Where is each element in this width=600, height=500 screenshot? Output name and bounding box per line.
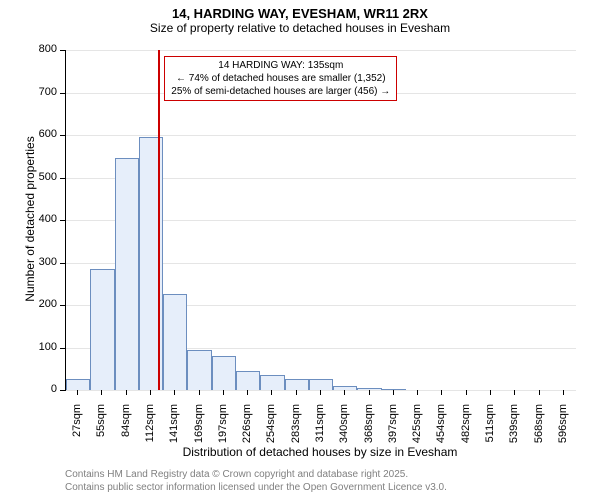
x-tick [441,390,442,395]
x-tick [77,390,78,395]
x-tick-label: 254sqm [265,404,277,454]
x-tick-label: 454sqm [435,404,447,454]
x-tick [199,390,200,395]
grid-line [66,135,576,136]
annotation-line: 25% of semi-detached houses are larger (… [171,85,390,98]
annotation-line: ← 74% of detached houses are smaller (1,… [171,72,390,85]
x-tick [466,390,467,395]
histogram-bar [187,350,211,390]
histogram-bar [333,386,357,390]
x-tick-label: 283sqm [290,404,302,454]
histogram-bar [357,388,381,390]
x-tick [417,390,418,395]
x-tick [490,390,491,395]
x-tick [150,390,151,395]
histogram-bar [309,379,333,390]
x-tick [174,390,175,395]
histogram-bar [212,356,236,390]
x-tick-label: 197sqm [217,404,229,454]
annotation-line: 14 HARDING WAY: 135sqm [171,59,390,72]
y-tick-label: 600 [25,128,57,140]
x-tick [101,390,102,395]
histogram-bar [260,375,284,390]
x-tick-label: 539sqm [508,404,520,454]
x-tick-label: 596sqm [557,404,569,454]
chart-subtitle: Size of property relative to detached ho… [0,21,600,35]
footer-line2: Contains public sector information licen… [65,481,447,494]
chart-title: 14, HARDING WAY, EVESHAM, WR11 2RX [0,0,600,21]
grid-line [66,50,576,51]
y-tick-label: 0 [25,383,57,395]
chart-container: 14, HARDING WAY, EVESHAM, WR11 2RX Size … [0,0,600,500]
y-tick-label: 700 [25,86,57,98]
reference-line [158,50,160,390]
plot-area: 14 HARDING WAY: 135sqm← 74% of detached … [65,50,576,391]
x-tick [514,390,515,395]
x-tick [223,390,224,395]
y-tick-label: 400 [25,213,57,225]
histogram-bar [115,158,139,390]
x-tick-label: 226sqm [241,404,253,454]
histogram-bar [285,379,309,390]
x-tick [271,390,272,395]
x-tick-label: 368sqm [363,404,375,454]
histogram-bar [163,294,187,390]
x-tick-label: 397sqm [387,404,399,454]
x-tick [320,390,321,395]
y-tick [60,263,65,264]
y-tick [60,390,65,391]
y-tick [60,50,65,51]
x-tick [296,390,297,395]
x-tick-label: 84sqm [120,404,132,454]
y-tick [60,220,65,221]
x-tick-label: 55sqm [95,404,107,454]
grid-line [66,390,576,391]
annotation-box: 14 HARDING WAY: 135sqm← 74% of detached … [164,56,397,101]
x-tick [344,390,345,395]
histogram-bar [382,389,406,390]
x-tick-label: 141sqm [168,404,180,454]
x-tick-label: 112sqm [144,404,156,454]
x-tick [393,390,394,395]
y-tick [60,305,65,306]
x-tick-label: 340sqm [338,404,350,454]
y-tick [60,178,65,179]
x-tick [563,390,564,395]
x-tick-label: 568sqm [533,404,545,454]
y-tick [60,135,65,136]
x-tick [247,390,248,395]
histogram-bar [66,379,90,390]
x-tick [369,390,370,395]
x-tick-label: 511sqm [484,404,496,454]
y-tick-label: 800 [25,43,57,55]
x-tick-label: 169sqm [193,404,205,454]
y-tick-label: 200 [25,298,57,310]
x-tick-label: 482sqm [460,404,472,454]
histogram-bar [90,269,114,390]
x-tick-label: 311sqm [314,404,326,454]
y-tick-label: 500 [25,171,57,183]
y-tick-label: 300 [25,256,57,268]
y-tick [60,348,65,349]
y-tick [60,93,65,94]
histogram-bar [236,371,260,390]
y-tick-label: 100 [25,341,57,353]
x-tick-label: 27sqm [71,404,83,454]
footer-text: Contains HM Land Registry data © Crown c… [65,468,447,494]
x-tick [126,390,127,395]
x-tick [539,390,540,395]
footer-line1: Contains HM Land Registry data © Crown c… [65,468,447,481]
x-tick-label: 425sqm [411,404,423,454]
